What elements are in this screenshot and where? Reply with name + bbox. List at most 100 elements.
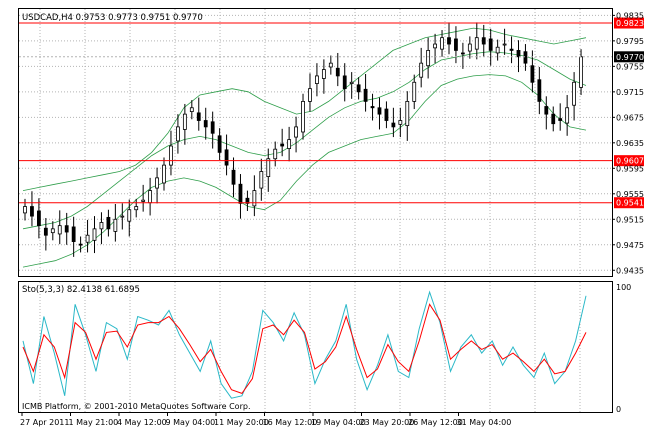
price-tick-label: 0.9715	[616, 88, 644, 97]
candle-body	[141, 199, 146, 202]
level-label: 0.9823	[616, 19, 644, 28]
candle-body	[266, 158, 271, 177]
time-tick-label: 9 May 04:00	[166, 418, 216, 427]
candle-body	[433, 43, 437, 49]
price-grid	[19, 9, 612, 276]
candle-body	[43, 227, 48, 236]
candle-body	[308, 88, 312, 102]
candle-body	[287, 139, 292, 149]
candle-body	[516, 50, 521, 58]
candle-body	[502, 43, 507, 46]
candle-body	[57, 225, 62, 235]
candle-body	[405, 100, 410, 127]
candle-body	[509, 48, 514, 51]
candle-body	[412, 81, 417, 102]
candle-body	[245, 197, 250, 204]
bollinger-middle-band	[22, 51, 587, 230]
candle-body	[155, 177, 159, 189]
time-tick-label: 31 May 04:00	[457, 418, 512, 427]
candle-body	[454, 38, 458, 51]
candle-body	[106, 216, 111, 230]
candle-body	[85, 234, 90, 243]
level-label: 0.9607	[616, 157, 644, 166]
candle-body	[238, 183, 243, 204]
price-panel-frame	[18, 8, 613, 277]
candle-body	[224, 149, 229, 166]
price-tick-label: 0.9675	[616, 113, 644, 122]
candle-body	[64, 225, 69, 233]
candle-body	[169, 145, 173, 166]
candle-body	[530, 65, 535, 83]
price-tick-label: 0.9755	[616, 62, 644, 71]
horizontal-levels[interactable]: 0.9823 0.9607 0.9541	[19, 17, 644, 209]
level-label-box	[614, 17, 644, 29]
candle-body	[467, 43, 472, 52]
candle-body	[356, 84, 361, 93]
symbol-header: USDCAD,H4 0.9753 0.9773 0.9751 0.9770	[22, 13, 203, 23]
bollinger-lower-band	[22, 74, 587, 268]
time-tick-label: 27 Apr 2011	[20, 418, 69, 427]
time-tick-label: 26 May 12:00	[408, 418, 463, 427]
candle-body	[447, 37, 451, 45]
candle-body	[551, 113, 556, 125]
price-tick-label: 0.9595	[616, 164, 644, 173]
candle-body	[189, 107, 194, 112]
candle-body	[328, 62, 333, 68]
candle-body	[217, 135, 222, 153]
level-label-box	[614, 197, 644, 209]
time-tick-label: 19 May 04:00	[311, 418, 366, 427]
candle-body	[176, 126, 180, 142]
candle-body	[71, 226, 76, 242]
price-axis: 0.9835 0.9795 0.9755 0.9715 0.9675 0.9635 0.95…	[612, 11, 644, 275]
time-axis: 27 Apr 2011 1 May 21:004 May 12:009 May 0…	[20, 412, 511, 427]
candle-body	[474, 37, 479, 50]
candle-body	[488, 38, 493, 51]
candle-body	[537, 79, 542, 102]
candle-body	[23, 206, 27, 214]
price-tick-label: 0.9835	[616, 11, 644, 20]
candle-body	[231, 169, 236, 185]
price-tick-label: 0.9475	[616, 241, 644, 250]
stochastic-top-tick: 100	[616, 283, 631, 292]
candle-body	[99, 222, 104, 230]
candle-body	[280, 143, 285, 147]
candle-body	[301, 100, 305, 133]
candle-body	[30, 206, 34, 217]
stochastic-grid	[39, 282, 581, 412]
candle-body	[384, 108, 389, 121]
candle-body	[426, 50, 431, 67]
candle-body	[78, 243, 83, 246]
candle-body	[273, 148, 278, 160]
candle-body	[315, 75, 319, 84]
candle-body	[391, 122, 396, 128]
candle-body	[565, 107, 570, 124]
candle-body	[523, 51, 528, 64]
price-tick-label: 0.9435	[616, 266, 644, 275]
candle-body	[203, 120, 208, 128]
candle-body	[259, 171, 264, 189]
candle-body	[92, 228, 97, 241]
candle-body	[460, 52, 465, 55]
candle-body	[481, 37, 486, 45]
candle-body	[572, 81, 576, 106]
time-tick-label: 4 May 12:00	[117, 418, 167, 427]
candle-body	[210, 121, 215, 134]
candle-body	[127, 209, 132, 222]
stochastic-bottom-tick: 0	[616, 405, 621, 414]
stochastic-signal-line	[22, 303, 587, 394]
stochastic-panel-frame	[18, 281, 613, 413]
candle-body	[370, 106, 375, 109]
stochastic-main-line	[22, 290, 587, 399]
candle-body	[182, 113, 187, 130]
candle-body	[558, 118, 563, 121]
price-tick-label: 0.9515	[616, 215, 644, 224]
candle-body	[440, 37, 444, 50]
candle-body	[419, 62, 424, 78]
price-tick-label: 0.9635	[616, 139, 644, 148]
candle-body	[162, 164, 166, 184]
candle-body	[363, 88, 368, 102]
candle-body	[50, 228, 55, 234]
candle-body	[196, 112, 201, 121]
candle-body	[349, 81, 354, 84]
